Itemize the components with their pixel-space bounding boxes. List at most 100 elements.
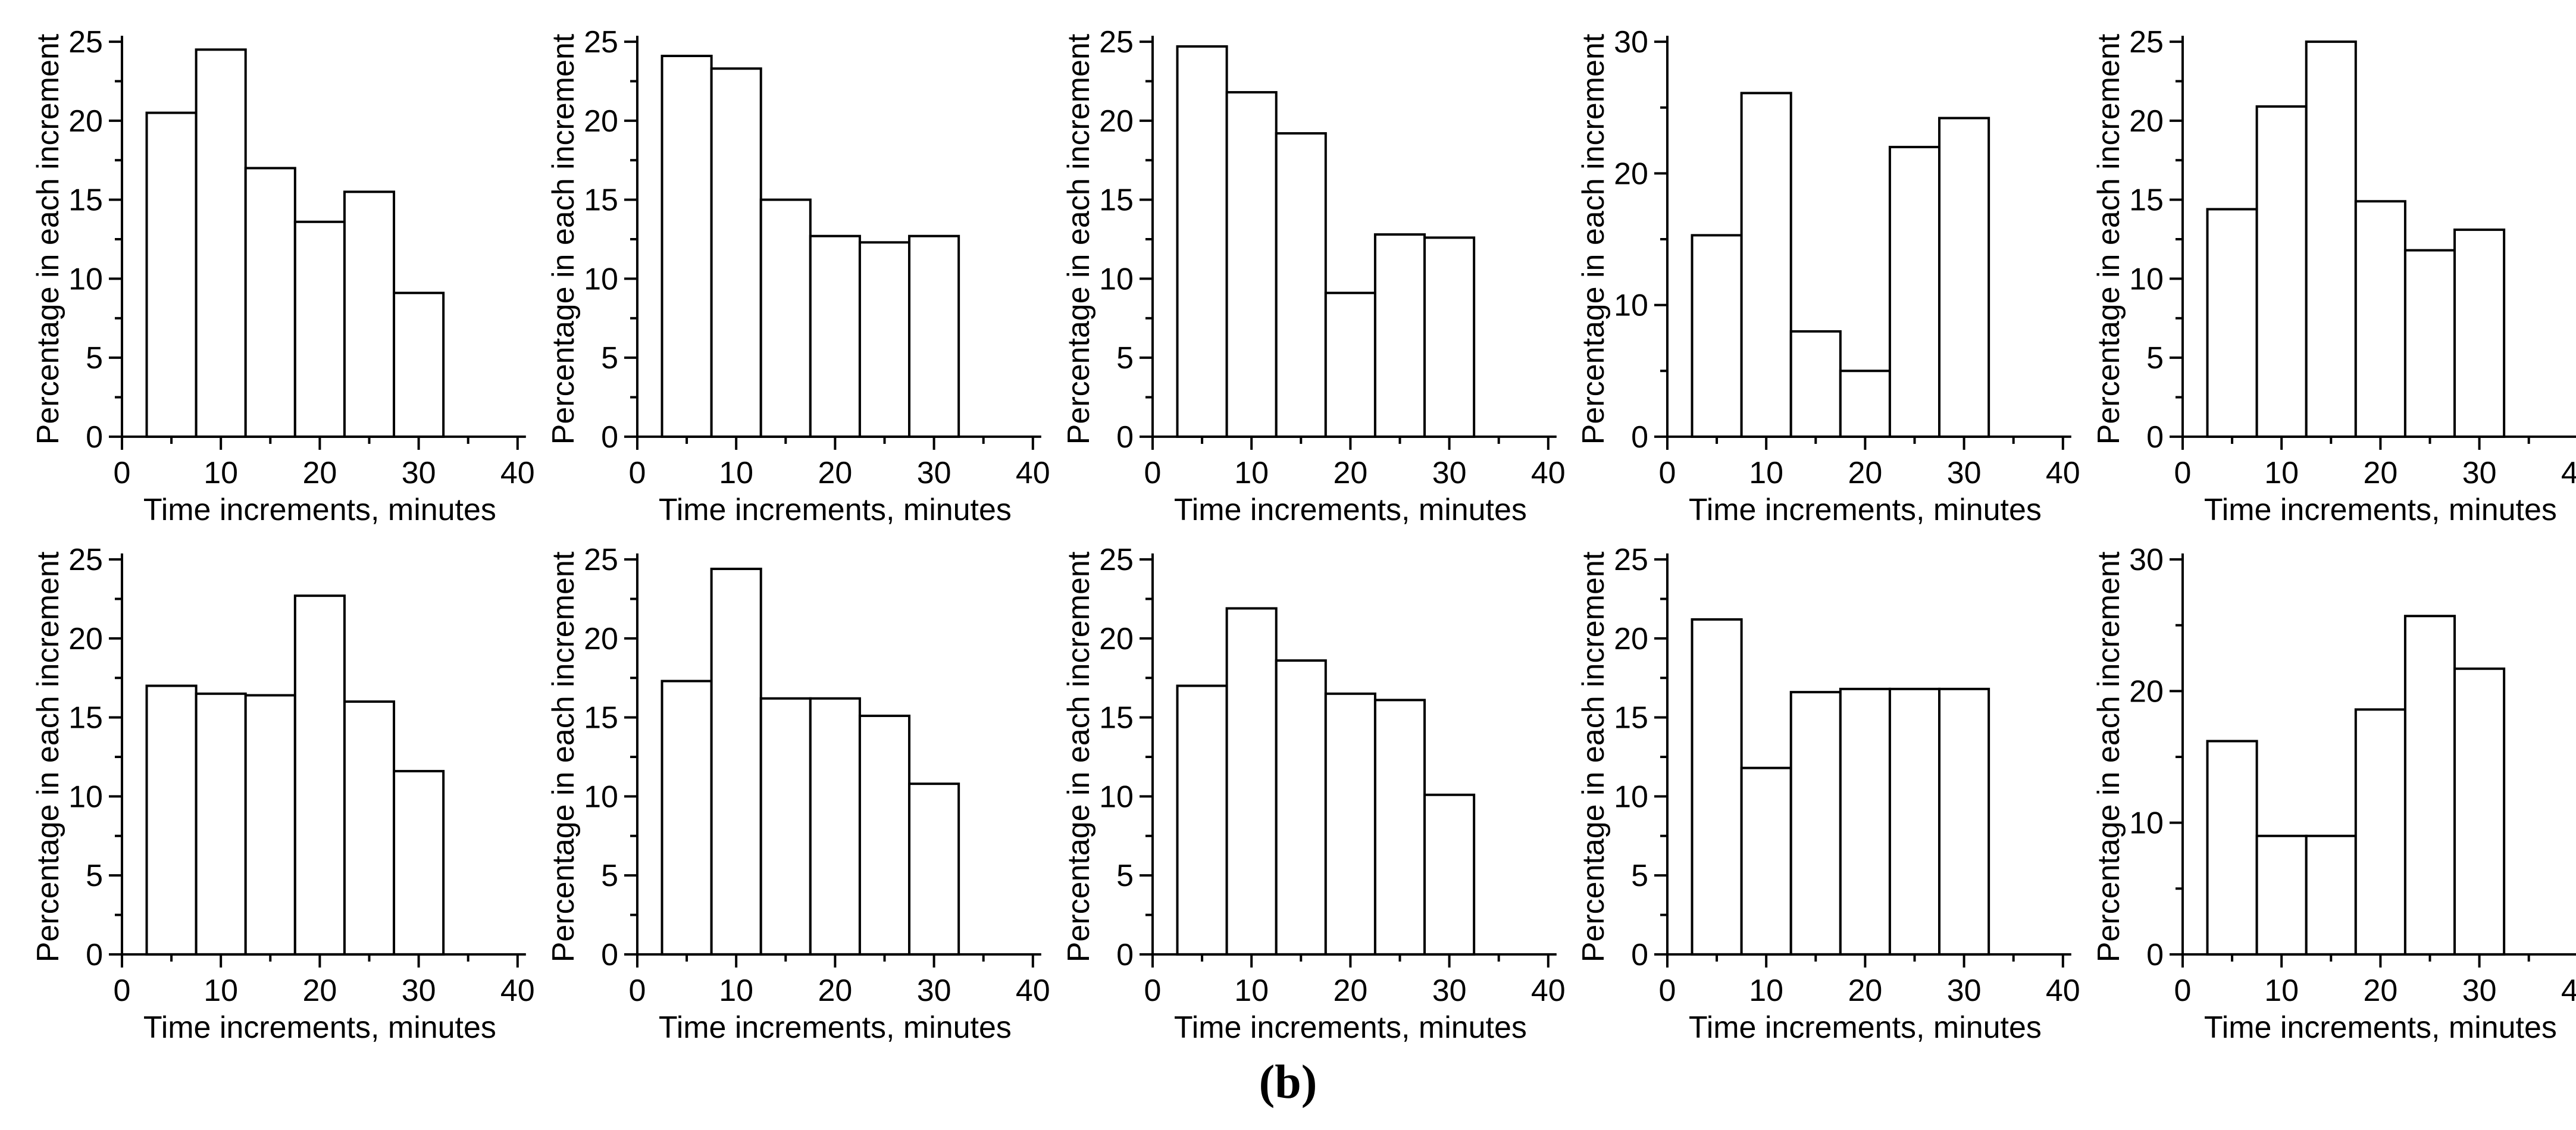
x-tick-label: 10 [719, 456, 753, 490]
bar [293, 220, 346, 438]
bar [2355, 708, 2407, 956]
bar [1691, 618, 1744, 956]
bar [2305, 834, 2358, 956]
y-tick-label: 25 [1099, 25, 1134, 60]
x-tick-label: 20 [818, 456, 852, 490]
y-axis-label: Percentage in each increment [1576, 33, 1611, 445]
x-tick-label: 10 [1749, 974, 1784, 1008]
bar [661, 54, 713, 438]
bar [1176, 684, 1228, 956]
x-axis-label: Time increments, minutes [1689, 493, 2042, 527]
histogram-svg: 0 10 20 30 40 0 5 10 15 20 25 Time increments, minu… [31, 543, 535, 1045]
x-tick-label: 40 [1016, 456, 1050, 490]
x-tick-label: 30 [916, 456, 951, 490]
x-tick-label: 40 [1530, 456, 1565, 490]
x-axis-label: Time increments, minutes [659, 493, 1012, 527]
y-tick-label: 0 [1631, 938, 1648, 972]
y-tick-label: 10 [1614, 780, 1649, 814]
y-tick-label: 15 [584, 183, 618, 218]
x-tick-label: 30 [402, 974, 436, 1008]
bar [2404, 249, 2456, 438]
bar [1176, 45, 1228, 438]
bar [293, 594, 346, 956]
bar [393, 769, 445, 956]
y-tick-label: 15 [1099, 701, 1134, 735]
x-tick-label: 40 [2561, 974, 2576, 1008]
figure-caption: (b) [1259, 1056, 1317, 1109]
histogram-svg: 0 10 20 30 40 0 5 10 15 20 25 Time increments, minu… [31, 25, 535, 527]
y-tick-label: 25 [584, 543, 618, 577]
y-tick-label: 20 [68, 622, 103, 656]
bar [1839, 687, 1892, 956]
x-tick-label: 30 [1947, 456, 1982, 490]
bar [1373, 233, 1426, 438]
y-tick-label: 10 [1099, 780, 1134, 814]
bar [393, 292, 445, 438]
y-tick-label: 25 [2129, 25, 2164, 60]
y-tick-label: 5 [2146, 341, 2164, 375]
x-tick-label: 20 [1333, 974, 1367, 1008]
histogram-svg: 0 10 20 30 40 0 5 10 15 20 25 Time increments, minu… [546, 543, 1050, 1045]
y-tick-label: 0 [601, 938, 618, 972]
histogram-r1c3: 0 10 20 30 40 0 5 10 15 20 25 Time increments, minu… [1054, 10, 1570, 527]
y-tick-label: 10 [1614, 289, 1649, 323]
x-tick-label: 40 [2561, 456, 2576, 490]
y-tick-label: 0 [601, 420, 618, 455]
y-tick-label: 0 [86, 938, 103, 972]
y-axis-label: Percentage in each increment [2092, 33, 2126, 445]
x-tick-label: 0 [1144, 456, 1161, 490]
x-tick-label: 40 [500, 974, 535, 1008]
y-tick-label: 30 [2129, 543, 2164, 577]
histogram-r2c1: 0 10 20 30 40 0 5 10 15 20 25 Time increments, minu… [24, 527, 539, 1045]
bar [2453, 228, 2506, 438]
x-tick-label: 20 [1848, 456, 1883, 490]
y-tick-label: 0 [86, 420, 103, 455]
y-axis-label: Percentage in each increment [1576, 551, 1611, 962]
x-tick-label: 10 [204, 974, 238, 1008]
x-axis-label: Time increments, minutes [659, 1010, 1012, 1045]
y-tick-label: 10 [2129, 262, 2164, 296]
bar [1741, 92, 1793, 438]
y-axis-label: Percentage in each increment [31, 551, 65, 962]
bar [145, 684, 198, 956]
y-tick-label: 15 [2129, 183, 2164, 218]
y-tick-label: 5 [86, 341, 103, 375]
bar [1938, 117, 1990, 438]
x-axis-label: Time increments, minutes [1173, 493, 1526, 527]
y-tick-label: 5 [601, 859, 618, 893]
x-tick-label: 20 [818, 974, 852, 1008]
x-tick-label: 10 [719, 974, 753, 1008]
x-tick-label: 0 [114, 456, 131, 490]
y-axis-label: Percentage in each increment [546, 33, 581, 445]
y-tick-label: 10 [584, 262, 618, 296]
x-axis-label: Time increments, minutes [2204, 493, 2557, 527]
histogram-grid: 0 10 20 30 40 0 5 10 15 20 25 Time increments, minu… [31, 10, 2576, 1045]
y-tick-label: 0 [1116, 420, 1134, 455]
bar [1691, 234, 1744, 438]
bar [1225, 607, 1278, 956]
x-tick-label: 30 [2462, 456, 2497, 490]
y-tick-label: 15 [1614, 701, 1649, 735]
y-tick-label: 15 [584, 701, 618, 735]
x-tick-label: 0 [2174, 456, 2192, 490]
bar [858, 714, 910, 956]
y-axis-label: Percentage in each increment [1062, 551, 1096, 962]
bar [710, 568, 762, 956]
x-tick-label: 0 [628, 456, 646, 490]
y-tick-label: 5 [1116, 341, 1134, 375]
bar [2255, 105, 2308, 438]
x-tick-label: 40 [1530, 974, 1565, 1008]
y-tick-label: 20 [1099, 622, 1134, 656]
x-tick-label: 20 [2364, 974, 2398, 1008]
bar [1275, 132, 1327, 438]
y-tick-label: 5 [1116, 859, 1134, 893]
caption-row: (b) [0, 1035, 2576, 1130]
bar [195, 692, 247, 956]
y-tick-label: 20 [1614, 156, 1649, 191]
y-tick-label: 20 [1614, 622, 1649, 656]
y-tick-label: 10 [2129, 806, 2164, 841]
x-tick-label: 0 [1144, 974, 1161, 1008]
bar [809, 697, 861, 956]
